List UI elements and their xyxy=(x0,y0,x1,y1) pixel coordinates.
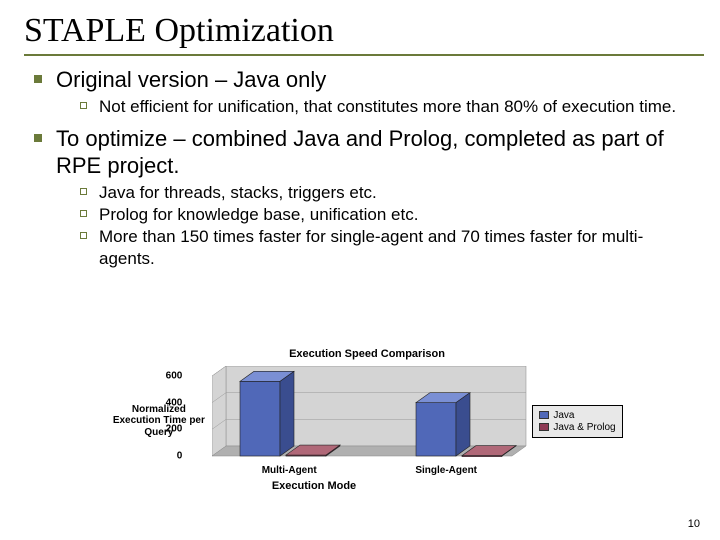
bullet-lvl2: More than 150 times faster for single-ag… xyxy=(80,226,696,269)
legend-item: Java xyxy=(539,410,615,421)
title-underline xyxy=(24,54,704,56)
bullet-lvl2: Prolog for knowledge base, unification e… xyxy=(80,204,696,225)
slide: STAPLE Optimization Original version – J… xyxy=(0,0,720,540)
chart-plot: 0200400600 Multi-AgentSingle-Agent xyxy=(212,366,526,476)
chart-ytick: 200 xyxy=(166,424,183,435)
legend-label: Java & Prolog xyxy=(553,422,615,433)
bullet-lvl1: Original version – Java only xyxy=(34,66,696,94)
bullet-text: Original version – Java only xyxy=(56,66,326,94)
chart-svg xyxy=(212,366,528,458)
bullet-lvl2: Not efficient for unification, that cons… xyxy=(80,96,696,117)
chart-legend: JavaJava & Prolog xyxy=(532,405,622,438)
bullet-list: Original version – Java only Not efficie… xyxy=(24,66,696,269)
hollow-square-bullet-icon xyxy=(80,102,87,109)
legend-swatch xyxy=(539,423,549,431)
slide-title: STAPLE Optimization xyxy=(24,12,696,52)
chart-ytick: 0 xyxy=(177,451,183,462)
square-bullet-icon xyxy=(34,75,42,83)
hollow-square-bullet-icon xyxy=(80,210,87,217)
bullet-lvl1: To optimize – combined Java and Prolog, … xyxy=(34,125,696,180)
chart-xlabel: Execution Mode xyxy=(157,480,471,492)
hollow-square-bullet-icon xyxy=(80,188,87,195)
legend-label: Java xyxy=(553,410,574,421)
bullet-text: Not efficient for unification, that cons… xyxy=(99,96,676,117)
sublist: Java for threads, stacks, triggers etc. … xyxy=(34,182,696,269)
chart-ylabel: Normalized Execution Time per Query xyxy=(111,404,206,439)
hollow-square-bullet-icon xyxy=(80,232,87,239)
bullet-text: Prolog for knowledge base, unification e… xyxy=(99,204,418,225)
chart-xtick: Multi-Agent xyxy=(262,465,317,476)
bullet-text: Java for threads, stacks, triggers etc. xyxy=(99,182,377,203)
square-bullet-icon xyxy=(34,134,42,142)
bullet-lvl2: Java for threads, stacks, triggers etc. xyxy=(80,182,696,203)
sublist: Not efficient for unification, that cons… xyxy=(34,96,696,117)
page-number: 10 xyxy=(688,518,700,530)
legend-swatch xyxy=(539,411,549,419)
chart-xticks: Multi-Agent Single-Agent xyxy=(212,465,526,476)
chart-ytick: 400 xyxy=(166,397,183,408)
chart-body: Normalized Execution Time per Query 0 200… xyxy=(62,366,672,476)
bullet-text: More than 150 times faster for single-ag… xyxy=(99,226,696,269)
chart-xtick: Single-Agent xyxy=(415,465,477,476)
legend-item: Java & Prolog xyxy=(539,422,615,433)
bullet-text: To optimize – combined Java and Prolog, … xyxy=(56,125,696,180)
chart-ytick: 600 xyxy=(166,371,183,382)
chart-title: Execution Speed Comparison xyxy=(62,348,672,360)
bar-chart: Execution Speed Comparison Normalized Ex… xyxy=(62,348,672,508)
